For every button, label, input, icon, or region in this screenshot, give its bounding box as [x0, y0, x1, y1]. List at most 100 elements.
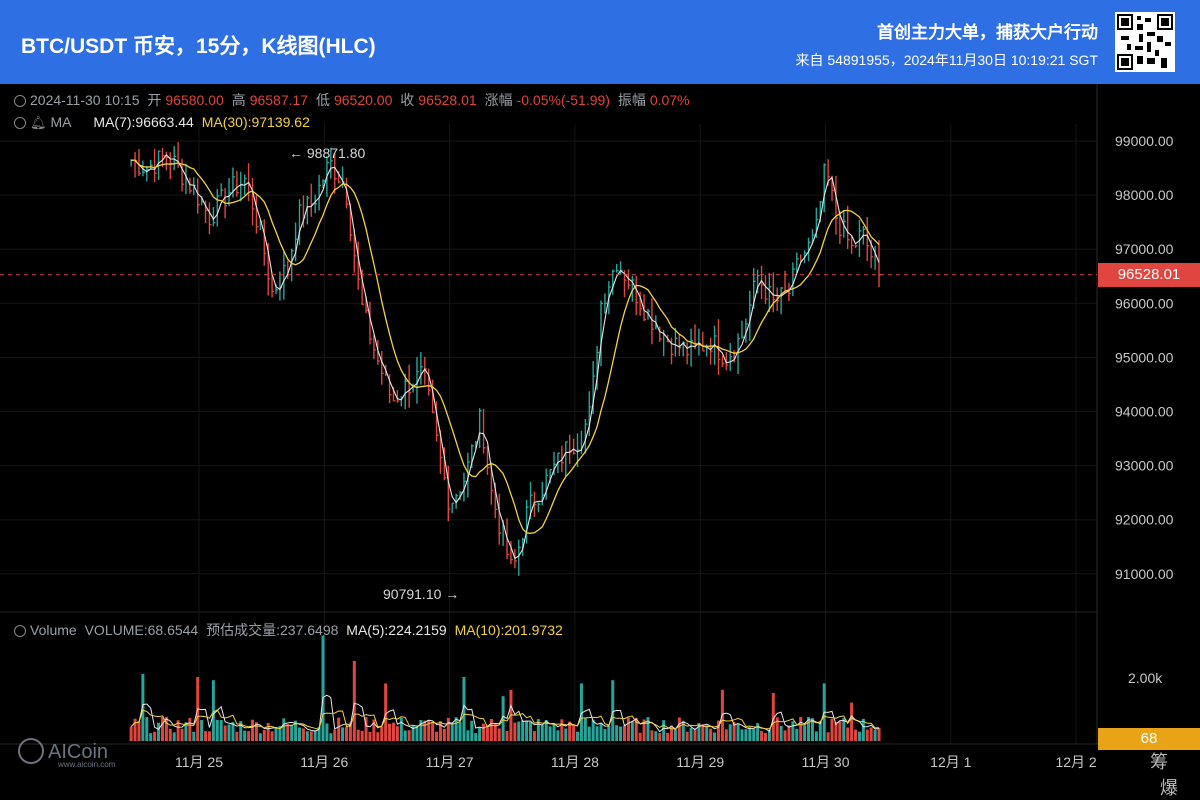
volume-bar: [435, 731, 439, 741]
volume-bar: [219, 719, 223, 741]
volume-bar: [803, 725, 807, 741]
volume-bar: [282, 718, 286, 741]
bell-icon[interactable]: 🔔︎: [30, 115, 47, 130]
volume-bar: [446, 717, 450, 741]
volume-bar: [380, 726, 384, 741]
volume-bar: [317, 726, 321, 741]
volume-bar: [693, 728, 697, 741]
volume-bar: [505, 730, 509, 741]
time-tick-label: 12月 2: [1055, 754, 1096, 770]
chart-area[interactable]: 99000.00 98000.00 97000.00 96000.00 95000.00…: [0, 84, 1200, 781]
volume-bar: [818, 721, 822, 741]
volume-bar: [239, 721, 243, 741]
volume-bar: [329, 733, 333, 741]
volume-bar: [333, 729, 337, 741]
price-tick-label: 96000.00: [1115, 295, 1174, 311]
chart-svg[interactable]: 99000.00 98000.00 97000.00 96000.00 95000.00…: [0, 84, 1200, 781]
volume-bar: [313, 730, 317, 741]
promo-text[interactable]: 首创主力大单，捕获大户行动: [877, 23, 1098, 42]
volume-bar: [619, 726, 623, 741]
estimated-volume: 预估成交量:237.6498: [206, 622, 339, 638]
time-tick-label: 11月 26: [300, 754, 348, 770]
volume-bar: [141, 673, 145, 741]
volume-bar: [231, 722, 235, 741]
volume-bar: [325, 723, 329, 741]
volume-bar: [497, 728, 501, 741]
volume-bar: [415, 726, 419, 741]
volume-indicator-label[interactable]: Volume: [30, 622, 77, 638]
ohlc-row: 2024-11-30 10:15 开 96580.00 高 96587.17 低 96…: [14, 90, 694, 110]
volume-bar: [419, 719, 423, 741]
volume-bar: [650, 730, 654, 741]
tool-icons: 筹 爆: [1150, 748, 1200, 800]
change-value: -0.05%(-51.99): [516, 92, 610, 108]
volume-ma10-value: MA(10):201.9732: [454, 622, 563, 638]
volume-ma10-line: [130, 709, 880, 730]
volume-bar: [431, 721, 435, 741]
grid: [0, 84, 1200, 745]
volume-bar: [372, 719, 376, 741]
volume-bar: [153, 731, 157, 741]
volume-bar: [341, 727, 345, 741]
volume-bar: [548, 726, 552, 741]
volume-bar: [290, 724, 294, 741]
low-value: 96520.00: [333, 92, 393, 108]
volume-value: VOLUME:68.6544: [84, 622, 199, 638]
volume-bar: [286, 724, 290, 741]
volume-bar: [677, 717, 681, 741]
volume-bar: [536, 719, 540, 741]
volume-bar: [532, 731, 536, 741]
volume-ma5-line: [130, 694, 880, 733]
settings-circle-icon[interactable]: [14, 625, 26, 637]
volume-ma5-value: MA(5):224.2159: [346, 622, 447, 638]
volume-bar: [478, 727, 482, 741]
volume-bar: [838, 721, 842, 741]
volume-bar: [540, 724, 544, 741]
volume-bar: [227, 724, 231, 741]
volume-bar: [752, 729, 756, 741]
volume-bar: [591, 719, 595, 741]
ma30-value: MA(30):97139.62: [201, 114, 310, 130]
ma-row: 🔔︎ MA MA(7):96663.44 MA(30):97139.62: [14, 114, 314, 131]
volume-bar: [716, 720, 720, 741]
volume-bar: [298, 727, 302, 741]
volume-bar: [192, 731, 196, 741]
volume-bar: [669, 725, 673, 741]
volume-bar: [309, 731, 313, 741]
volume-bar: [834, 722, 838, 741]
chart-title: BTC/USDT 币安，15分，K线图(HLC): [21, 35, 376, 58]
ma-indicator-label[interactable]: MA: [50, 114, 72, 130]
volume-bar: [376, 732, 380, 741]
volume-bar: [247, 731, 251, 741]
volume-bar: [501, 696, 505, 741]
time-axis: 11月 25 11月 26 11月 27 11月 28 11月 29 11月 30 12月 …: [175, 754, 1097, 770]
volume-bar: [615, 725, 619, 741]
change-label: 涨幅: [484, 92, 513, 108]
volume-bar: [176, 720, 180, 741]
volume-bar: [857, 731, 861, 741]
volume-bar: [713, 732, 717, 741]
volume-bar: [873, 730, 877, 741]
volume-bar: [157, 722, 161, 741]
volume-bar: [517, 721, 521, 741]
volume-bars: [129, 635, 881, 741]
logo-url: www.aicoin.com: [58, 760, 116, 769]
volume-bar: [556, 730, 560, 741]
settings-circle-icon[interactable]: [14, 117, 26, 129]
price-tick-label: 95000.00: [1115, 349, 1174, 365]
settings-circle-icon[interactable]: [14, 95, 26, 107]
volume-bar: [807, 717, 811, 741]
volume-bar: [544, 720, 548, 741]
volume-bar: [368, 731, 372, 741]
chip-tool-button[interactable]: 筹: [1150, 752, 1168, 772]
volume-bar: [842, 718, 846, 741]
liquidation-tool-button[interactable]: 爆: [1160, 778, 1178, 798]
volume-bar: [579, 683, 583, 741]
price-tick-label: 99000.00: [1115, 133, 1174, 149]
volume-bar: [450, 722, 454, 741]
volume-bar: [399, 718, 403, 741]
volume-bar: [149, 733, 153, 741]
volume-bar: [599, 722, 603, 741]
time-tick-label: 11月 27: [426, 754, 474, 770]
volume-bar: [724, 729, 728, 741]
